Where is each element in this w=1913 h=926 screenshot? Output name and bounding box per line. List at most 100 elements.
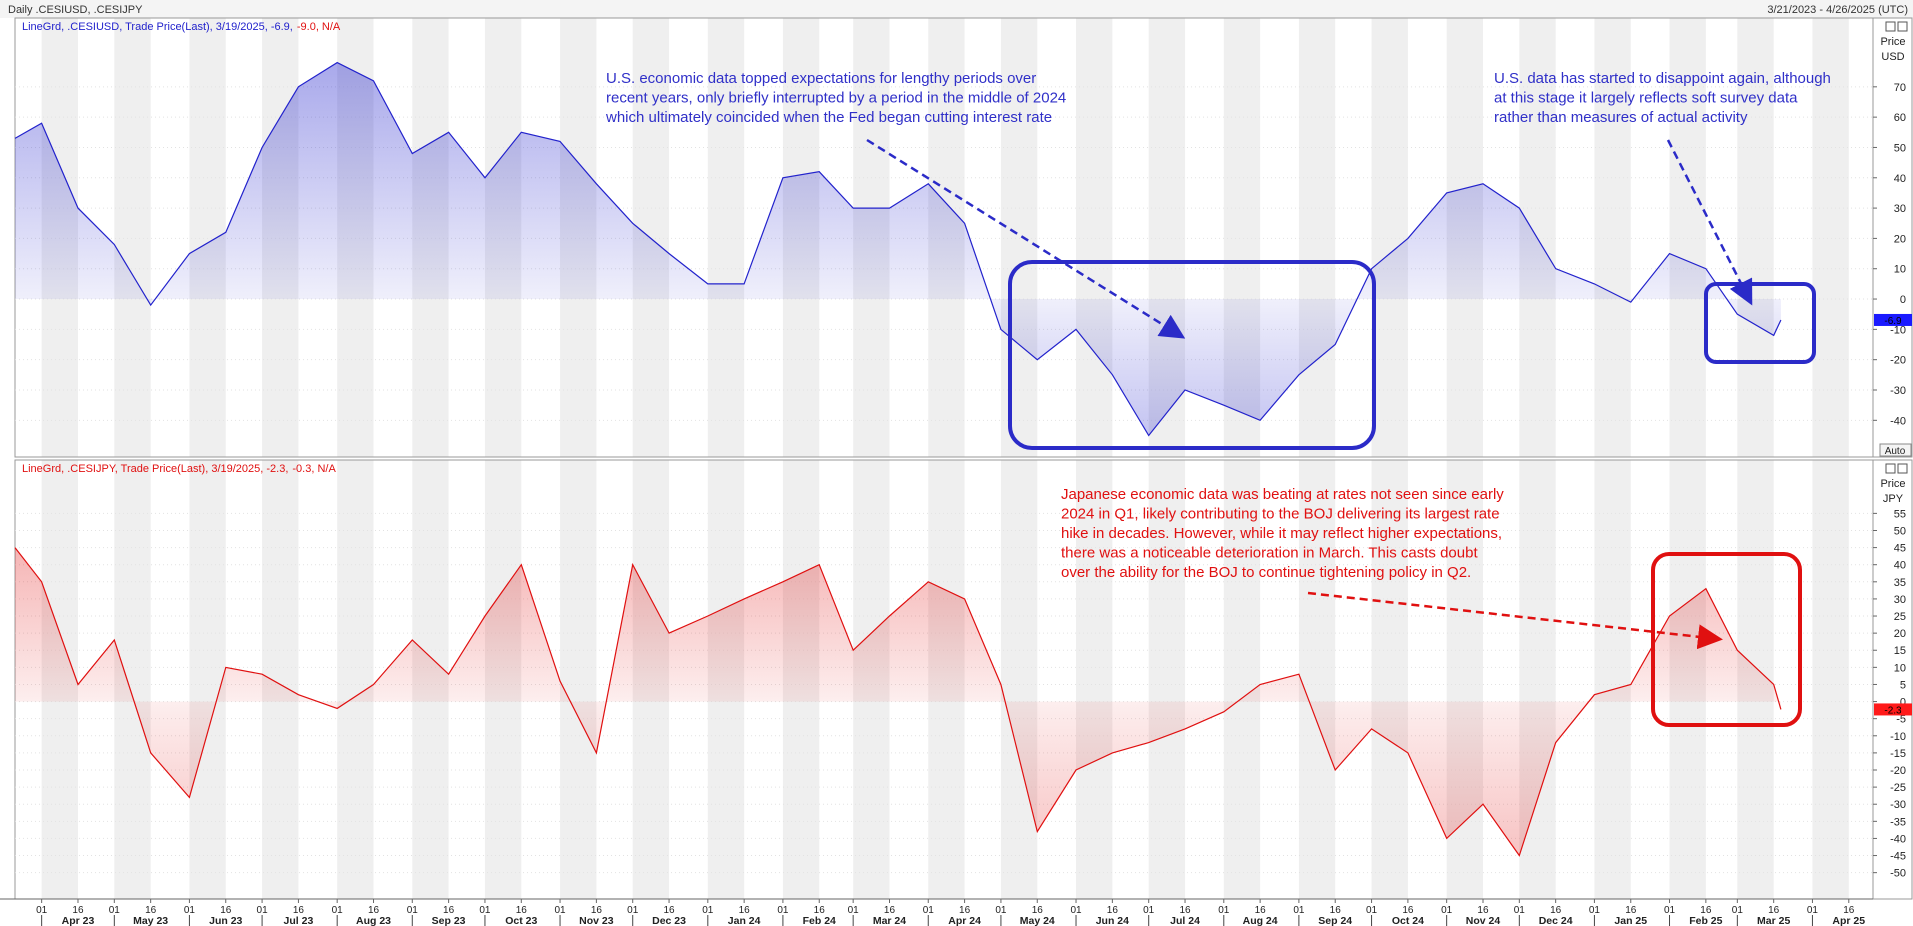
- auto-button: [1879, 443, 1912, 457]
- pane-icon: [1897, 21, 1908, 32]
- month-label: Mar 24: [873, 915, 906, 926]
- highlight-box: [1651, 552, 1802, 727]
- y-tick-label: 50: [1894, 142, 1906, 154]
- last-value-tag: [1874, 703, 1912, 716]
- month-label: Aug 23: [356, 915, 391, 926]
- month-label: Nov 23: [579, 915, 614, 926]
- x-tick-label: 16: [884, 905, 896, 916]
- background-stripe: [1076, 18, 1113, 457]
- annotation: recent years, only briefly interrupted b…: [606, 90, 1066, 107]
- x-tick-label: 01: [332, 905, 344, 916]
- x-tick-label: 01: [1293, 905, 1305, 916]
- month-label: Feb 24: [803, 915, 836, 926]
- y-tick-label: 10: [1894, 264, 1906, 276]
- annotation: rather than measures of actual activity: [1494, 109, 1748, 126]
- y-tick-label: 55: [1894, 508, 1906, 520]
- y-tick-label: -30: [1890, 385, 1906, 397]
- y-tick-label: -40: [1890, 833, 1906, 845]
- x-tick-label: 16: [1402, 905, 1414, 916]
- annotation: Japanese economic data was beating at ra…: [1061, 486, 1504, 503]
- y-tick-label: -45: [1890, 851, 1906, 863]
- month-label: Aug 24: [1243, 915, 1278, 926]
- series-line: [14, 61, 1782, 437]
- y-tick-label: -20: [1890, 765, 1906, 777]
- y-tick-label: 40: [1894, 173, 1906, 185]
- y-tick-label: 30: [1894, 203, 1906, 215]
- header-bar: [0, 0, 1913, 18]
- y-tick-label: -40: [1890, 415, 1906, 427]
- annotation: U.S. data has started to disappoint agai…: [1494, 70, 1831, 87]
- month-label: Jun 23: [209, 915, 242, 926]
- month-label: Jul 24: [1170, 915, 1200, 926]
- x-tick-label: 16: [814, 905, 826, 916]
- month-label: May 24: [1020, 915, 1055, 926]
- background-stripe: [1812, 460, 1849, 899]
- price-axis: [1872, 17, 1913, 458]
- highlight-box: [1704, 282, 1816, 364]
- x-tick-label: 01: [479, 905, 491, 916]
- y-tick-label: -10: [1890, 324, 1906, 336]
- x-tick-label: 16: [293, 905, 305, 916]
- x-tick-label: 01: [1807, 905, 1819, 916]
- x-tick-label: 16: [145, 905, 157, 916]
- month-label: May 23: [133, 915, 168, 926]
- arrow: [1307, 591, 1723, 650]
- last-value-label: -2.3: [1884, 705, 1902, 716]
- x-tick-label: 01: [36, 905, 48, 916]
- annotation: there was a noticeable deterioration in …: [1061, 545, 1478, 562]
- x-tick-label: 16: [663, 905, 675, 916]
- pane-icon: [1885, 463, 1896, 474]
- background-stripe: [1812, 18, 1849, 457]
- x-tick-label: 16: [1625, 905, 1637, 916]
- background-stripe: [189, 460, 226, 899]
- x-tick-label: 16: [1107, 905, 1119, 916]
- background-stripe: [1737, 18, 1774, 457]
- month-label: Jun 24: [1096, 915, 1129, 926]
- pane-icon: [1885, 21, 1896, 32]
- y-tick-label: 50: [1894, 525, 1906, 537]
- arrow: [866, 138, 1186, 339]
- background-stripe: [1669, 18, 1706, 457]
- annotation: hike in decades. However, while it may r…: [1061, 525, 1502, 542]
- x-tick-label: 16: [1032, 905, 1044, 916]
- x-tick-label: 01: [184, 905, 196, 916]
- background-stripe: [1371, 460, 1408, 899]
- x-tick-label: 01: [1366, 905, 1378, 916]
- background-stripe: [1000, 18, 1038, 457]
- y-tick-label: -20: [1890, 355, 1906, 367]
- y-tick-label: 20: [1894, 628, 1906, 640]
- month-label: Dec 23: [652, 915, 686, 926]
- background-stripe: [1371, 18, 1408, 457]
- background-stripe: [560, 460, 597, 899]
- x-tick-label: 16: [1768, 905, 1780, 916]
- background-stripe: [1148, 460, 1186, 899]
- y-tick-label: -35: [1890, 816, 1906, 828]
- highlight-box: [1008, 260, 1376, 450]
- x-tick-label: 16: [516, 905, 528, 916]
- x-tick-label: 16: [443, 905, 455, 916]
- x-tick-label: 01: [1589, 905, 1601, 916]
- series-line: [14, 547, 1782, 857]
- background-stripe: [1223, 460, 1261, 899]
- legend-change: -9.0, N/A: [297, 21, 341, 33]
- legend: LineGrd, .CESIJPY, Trade Price(Last), 3/…: [22, 463, 336, 475]
- x-tick-label: 16: [72, 905, 84, 916]
- legend: LineGrd, .CESIUSD, Trade Price(Last), 3/…: [22, 21, 341, 33]
- month-label: Sep 24: [1318, 915, 1352, 926]
- x-tick-label: 16: [368, 905, 380, 916]
- x-tick-label: 16: [959, 905, 971, 916]
- x-tick-label: 01: [1732, 905, 1744, 916]
- header-range: 3/21/2023 - 4/26/2025 (UTC): [1767, 4, 1908, 16]
- month-label: Oct 23: [505, 915, 537, 926]
- y-tick-label: -50: [1890, 868, 1906, 880]
- month-label: Mar 25: [1757, 915, 1790, 926]
- x-tick-label: 16: [1255, 905, 1267, 916]
- x-tick-label: 01: [702, 905, 714, 916]
- background-stripe: [707, 18, 745, 457]
- y-tick-label: -25: [1890, 782, 1906, 794]
- y-tick-label: 5: [1900, 679, 1906, 691]
- y-tick-label: 40: [1894, 560, 1906, 572]
- x-tick-label: 01: [554, 905, 566, 916]
- x-tick-label: 01: [1441, 905, 1453, 916]
